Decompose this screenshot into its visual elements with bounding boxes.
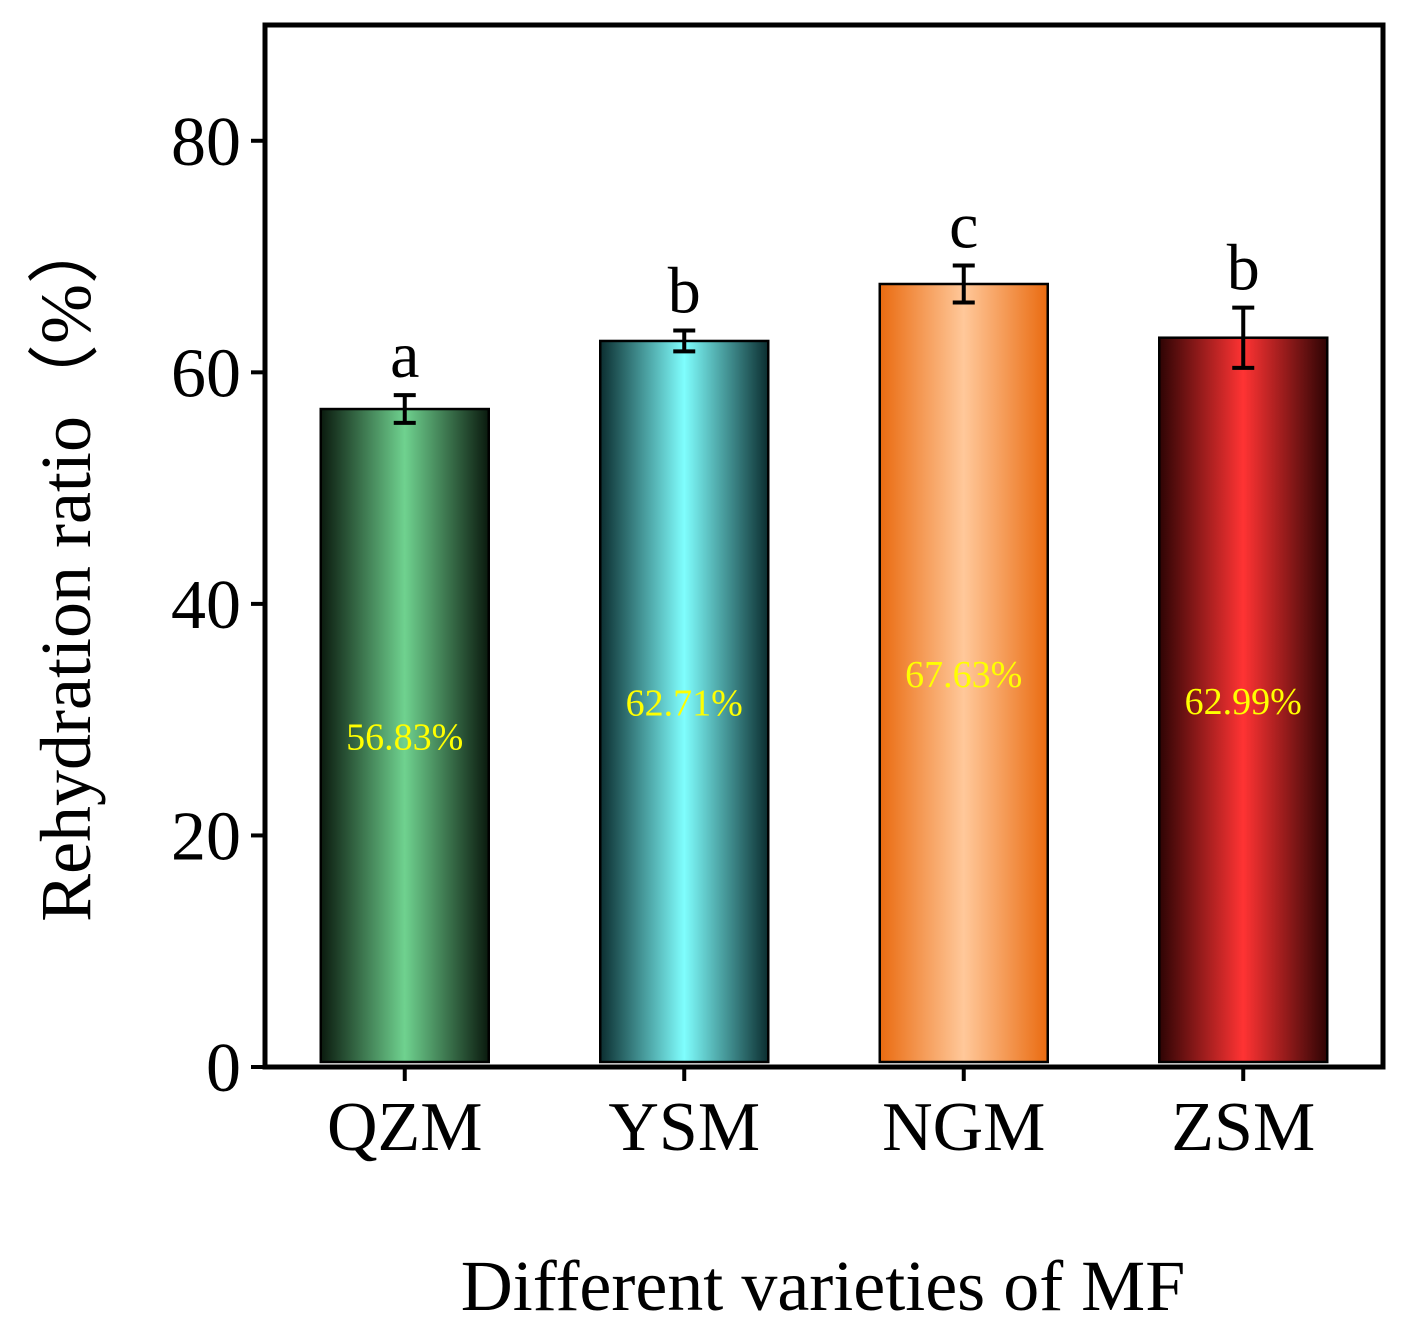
- bars-layer: [319, 282, 1329, 1064]
- x-tick-label-qzm: QZM: [327, 1089, 483, 1166]
- y-tick-label-40: 40: [171, 567, 241, 644]
- significance-label-ysm: b: [668, 255, 701, 328]
- plot-frame: [262, 22, 1386, 1070]
- data-label-zsm: 62.99%: [1185, 681, 1302, 723]
- y-tick-label-80: 80: [171, 104, 241, 181]
- y-tick-label-20: 20: [171, 798, 241, 875]
- y-axis-title: Rehydration ratio（%）: [26, 212, 106, 922]
- x-tick-label-ngm: NGM: [882, 1089, 1045, 1166]
- bar-qzm: [319, 407, 490, 1064]
- bar-ysm: [599, 339, 770, 1064]
- x-tick-label-ysm: YSM: [608, 1089, 760, 1166]
- axes-layer: QZM YSM NGM ZSM 0 20 40 60 80: [171, 22, 1386, 1166]
- data-label-qzm: 56.83%: [346, 717, 463, 759]
- error-bar-ngm: [952, 263, 975, 305]
- error-bar-qzm: [393, 393, 416, 425]
- significance-label-zsm: b: [1227, 232, 1260, 305]
- y-tick-label-0: 0: [206, 1030, 241, 1107]
- x-axis-title: Different varieties of MF: [461, 1246, 1185, 1326]
- y-tick-label-60: 60: [171, 335, 241, 412]
- data-label-ngm: 67.63%: [905, 654, 1022, 696]
- labels-layer: a 56.83% b 62.71% c 67.63% b 62.99%: [346, 189, 1302, 758]
- significance-label-qzm: a: [390, 319, 419, 392]
- significance-label-ngm: c: [949, 189, 978, 262]
- error-bars-layer: [393, 263, 1255, 425]
- bar-zsm: [1158, 336, 1329, 1064]
- error-bar-ysm: [673, 328, 696, 354]
- data-label-ysm: 62.71%: [626, 682, 743, 724]
- error-bar-zsm: [1232, 305, 1255, 370]
- x-tick-label-zsm: ZSM: [1171, 1089, 1315, 1166]
